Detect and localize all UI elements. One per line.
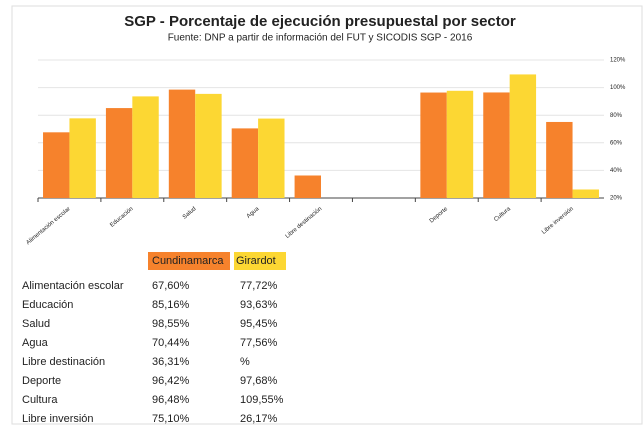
cell-value: 36,31%: [152, 356, 190, 368]
y-tick-label: 60%: [610, 140, 623, 146]
bar: [69, 118, 96, 198]
x-tick-label: Alimentación escolar: [25, 206, 71, 246]
cell-value: 109,55%: [240, 394, 284, 406]
cell-value: 77,56%: [240, 337, 278, 349]
cell-value: 96,48%: [152, 394, 190, 406]
cell-value: 26,17%: [240, 413, 278, 425]
x-tick-label: Agua: [246, 206, 261, 220]
x-tick-label: Educación: [109, 206, 134, 229]
x-tick-label: Cultura: [493, 206, 512, 223]
bar: [43, 132, 70, 198]
cell-value: 67,60%: [152, 280, 190, 292]
legend-swatch: [234, 252, 286, 270]
x-tick-label: Libre destinación: [285, 206, 324, 240]
bar: [546, 121, 573, 198]
bar: [420, 92, 447, 198]
cell-value: 75,10%: [152, 413, 190, 425]
cell-value: 98,55%: [152, 318, 190, 330]
cell-value: 96,42%: [152, 375, 190, 387]
bar: [168, 89, 196, 198]
row-label: Deporte: [22, 375, 61, 387]
chart-title: SGP - Porcentaje de ejecución presupuest…: [124, 13, 516, 30]
row-label: Libre inversión: [22, 413, 94, 425]
y-tick-label: 100%: [610, 85, 626, 91]
x-tick-label: Salud: [182, 206, 198, 220]
x-tick-label: Deporte: [429, 206, 450, 225]
legend-label: Cundinamarca: [152, 255, 224, 267]
cell-value: 70,44%: [152, 337, 190, 349]
legend-swatch: [148, 252, 230, 270]
bar: [105, 108, 133, 198]
row-label: Alimentación escolar: [22, 280, 124, 292]
bar: [572, 189, 599, 198]
y-tick-label: 120%: [610, 58, 626, 64]
bar: [258, 118, 285, 198]
bar: [483, 92, 510, 198]
row-label: Salud: [22, 318, 50, 330]
cell-value: 97,68%: [240, 375, 278, 387]
frame: [11, 5, 643, 425]
bar: [195, 93, 222, 198]
bar: [132, 96, 159, 198]
y-tick-label: 20%: [610, 196, 623, 202]
y-tick-label: 40%: [610, 168, 623, 174]
cell-value: 95,45%: [240, 318, 278, 330]
bar: [509, 74, 537, 198]
y-tick-label: 80%: [610, 113, 623, 119]
row-label: Cultura: [22, 394, 58, 406]
cell-value: %: [240, 356, 250, 368]
x-tick-label: Libre inversión: [541, 206, 575, 236]
legend-label: Girardot: [236, 255, 276, 267]
cell-value: 77,72%: [240, 280, 278, 292]
chart-subtitle: Fuente: DNP a partir de información del …: [168, 33, 473, 44]
row-label: Agua: [22, 337, 49, 349]
bar: [294, 175, 321, 198]
bar: [446, 90, 474, 198]
row-label: Libre destinación: [22, 356, 105, 368]
bar: [231, 128, 259, 198]
cell-value: 85,16%: [152, 299, 190, 311]
cell-value: 93,63%: [240, 299, 278, 311]
row-label: Educación: [22, 299, 73, 311]
